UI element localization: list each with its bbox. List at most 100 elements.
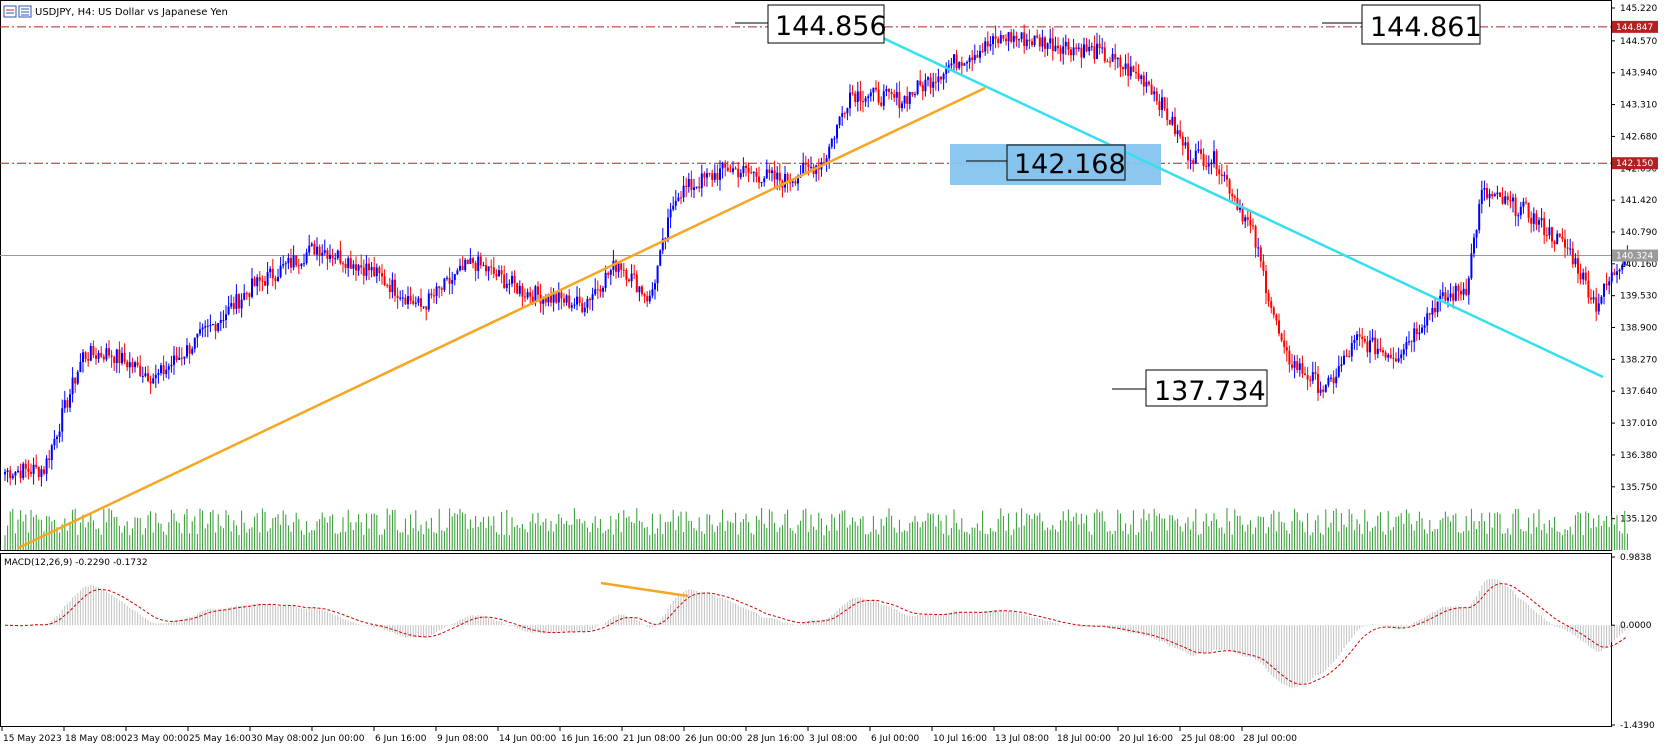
candle xyxy=(1085,37,1088,53)
volume-bar xyxy=(1372,527,1374,550)
descending-trendline[interactable] xyxy=(814,4,1604,379)
volume-bar xyxy=(131,528,133,550)
volume-bar xyxy=(1470,508,1472,550)
volume-bar xyxy=(1426,533,1428,550)
candle xyxy=(877,81,880,105)
volume-bar xyxy=(1096,509,1098,550)
volume-bar xyxy=(269,528,271,550)
candle xyxy=(739,169,742,180)
candle xyxy=(1335,368,1338,388)
volume-bar xyxy=(1369,531,1371,550)
volume-bar xyxy=(1093,512,1095,550)
high-callout-box[interactable] xyxy=(767,4,885,44)
chart-title: USDJPY, H4: US Dollar vs Japanese Yen xyxy=(35,7,228,18)
candle xyxy=(295,255,298,268)
ascending-trendline[interactable] xyxy=(17,86,986,550)
candle xyxy=(591,287,594,311)
time-axis-tick: 30 May 08:00 xyxy=(251,734,313,744)
candle xyxy=(1324,384,1327,393)
volume-bar xyxy=(1229,521,1231,550)
volume-bar xyxy=(615,519,617,550)
candle xyxy=(446,275,448,281)
macd-axis-tick: 0.0000 xyxy=(1620,621,1652,631)
candle xyxy=(698,176,701,193)
volume-bar xyxy=(1049,529,1051,550)
volume-bar xyxy=(1400,513,1402,550)
time-axis[interactable]: 15 May 2023 18 May 08:00 23 May 00:00 25 Ma… xyxy=(1,726,1297,744)
macd-axis-tick: -1.4390 xyxy=(1620,721,1655,731)
zone-callout-box[interactable] xyxy=(1006,144,1126,181)
candle xyxy=(500,265,503,284)
candle xyxy=(37,466,40,481)
candle xyxy=(1506,192,1509,206)
volume-bar xyxy=(290,531,292,550)
candle xyxy=(1067,38,1070,56)
candle xyxy=(1512,193,1514,213)
zone-callout-text: 142.168 xyxy=(1014,149,1126,180)
macd-axis[interactable]: 0.9838 0.0000 -1.4390 xyxy=(1611,553,1655,731)
candle xyxy=(1577,250,1579,284)
candle xyxy=(1522,197,1525,214)
volume-bar xyxy=(1223,533,1225,550)
volume-bar xyxy=(797,524,799,550)
candle xyxy=(955,49,958,71)
candle xyxy=(1465,278,1468,297)
volume-bar xyxy=(1525,531,1527,550)
volume-bar xyxy=(152,532,154,550)
candle xyxy=(1535,210,1538,231)
candle xyxy=(82,349,84,373)
volume-bar xyxy=(1301,521,1303,550)
candle xyxy=(890,88,893,100)
volume-bar xyxy=(919,527,921,550)
candle xyxy=(498,265,500,277)
candle xyxy=(1249,209,1252,234)
volume-bar xyxy=(698,517,700,550)
volume-bar xyxy=(1543,523,1545,550)
candle xyxy=(1187,136,1189,170)
volume-bar xyxy=(1145,520,1147,550)
macd-divergence-line[interactable] xyxy=(600,581,689,598)
low-callout-text: 137.734 xyxy=(1154,376,1266,407)
candle xyxy=(1119,54,1122,78)
candle xyxy=(620,262,623,278)
candle xyxy=(391,272,394,299)
volume-bar xyxy=(1590,528,1592,550)
candle xyxy=(1579,263,1582,285)
volume-bar xyxy=(1413,530,1415,550)
volume-bar xyxy=(1408,513,1410,550)
volume-bar xyxy=(1234,509,1236,550)
candle xyxy=(1545,227,1548,242)
volume-bar xyxy=(329,516,331,550)
price-axis-tick: 140.160 xyxy=(1620,260,1657,270)
volume-bar xyxy=(857,525,859,550)
low-callout-box[interactable] xyxy=(1145,369,1268,407)
volume-bar xyxy=(446,527,448,550)
volume-bar xyxy=(298,519,300,550)
right-callout-box[interactable] xyxy=(1361,4,1481,45)
candle xyxy=(594,278,597,296)
chart-type-icon[interactable] xyxy=(3,5,17,18)
volume-bar xyxy=(1496,512,1498,550)
volume-bar xyxy=(1593,518,1595,550)
candle xyxy=(123,343,126,365)
volume-bar xyxy=(27,532,29,550)
candle xyxy=(212,323,214,326)
volume-bar xyxy=(1569,526,1571,550)
volume-bar xyxy=(256,513,258,550)
macd-axis-tick: 0.9838 xyxy=(1620,553,1652,563)
volume-bar xyxy=(865,534,867,550)
price-axis[interactable]: 145.220 144.570 143.940 143.310 142.680 142.0… xyxy=(1611,4,1657,525)
candle xyxy=(521,283,524,307)
candle xyxy=(329,244,331,263)
volume-bar xyxy=(1005,530,1007,550)
candle xyxy=(1083,37,1085,59)
volume-bar xyxy=(261,508,263,550)
volume-bar xyxy=(597,527,599,550)
volume-bar xyxy=(1231,534,1233,550)
volume-bar xyxy=(209,512,211,550)
candle xyxy=(916,80,919,96)
candle xyxy=(1350,335,1353,362)
candle xyxy=(742,157,745,177)
